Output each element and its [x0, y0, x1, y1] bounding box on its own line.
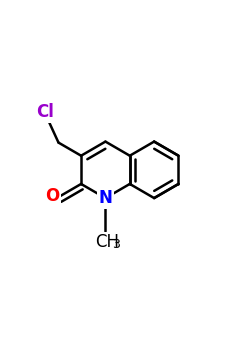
- Text: N: N: [98, 189, 112, 207]
- Text: O: O: [45, 187, 59, 205]
- Text: 3: 3: [112, 238, 120, 251]
- Text: CH: CH: [95, 232, 119, 251]
- Text: Cl: Cl: [36, 103, 54, 121]
